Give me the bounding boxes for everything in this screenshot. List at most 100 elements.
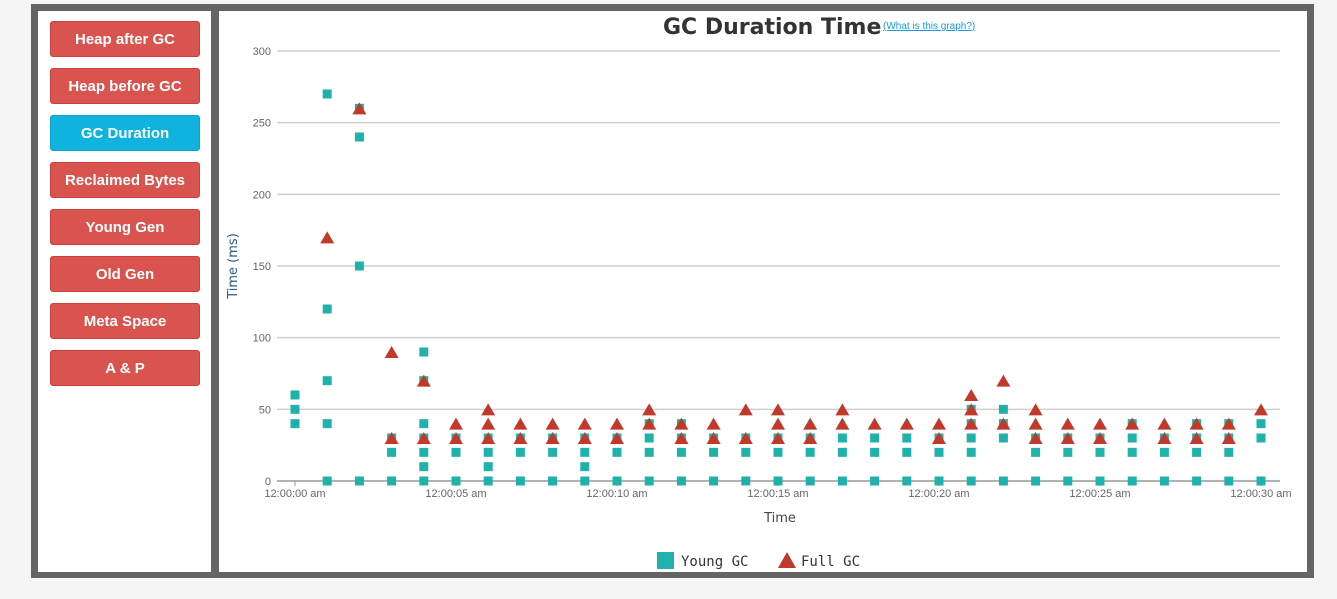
full-gc-point[interactable] <box>1093 417 1107 430</box>
young-gc-point[interactable] <box>709 447 719 457</box>
full-gc-point[interactable] <box>738 432 753 444</box>
young-gc-point[interactable] <box>934 447 944 457</box>
full-gc-point[interactable] <box>899 417 914 430</box>
full-gc-point[interactable] <box>1125 417 1140 430</box>
full-gc-point[interactable] <box>706 417 721 430</box>
full-gc-point[interactable] <box>1028 432 1043 444</box>
full-gc-point[interactable] <box>449 417 463 430</box>
full-gc-point[interactable] <box>1221 417 1236 430</box>
full-gc-point[interactable] <box>642 403 657 416</box>
young-gc-point[interactable] <box>1127 476 1137 486</box>
reclaimed-bytes-button[interactable]: Reclaimed Bytes <box>50 162 200 198</box>
young-gc-point[interactable] <box>1063 476 1073 486</box>
young-gc-point[interactable] <box>998 433 1008 443</box>
young-gc-point[interactable] <box>1159 476 1169 486</box>
young-gc-point[interactable] <box>773 476 783 486</box>
young-gc-point[interactable] <box>419 347 429 357</box>
young-gc-point[interactable] <box>773 447 783 457</box>
legend-young-gc-label[interactable]: Young GC <box>681 554 748 570</box>
heap-after-gc-button[interactable]: Heap after GC <box>50 21 200 57</box>
young-gc-point[interactable] <box>451 447 461 457</box>
young-gc-point[interactable] <box>837 476 847 486</box>
young-gc-point[interactable] <box>1224 447 1234 457</box>
young-gc-point[interactable] <box>580 462 590 472</box>
young-gc-point[interactable] <box>612 476 622 486</box>
young-gc-point[interactable] <box>1095 447 1105 457</box>
full-gc-point[interactable] <box>352 102 367 115</box>
young-gc-point[interactable] <box>322 376 332 386</box>
young-gc-point[interactable] <box>1031 447 1041 457</box>
young-gc-point[interactable] <box>741 476 751 486</box>
full-gc-point[interactable] <box>481 417 496 430</box>
young-gc-point[interactable] <box>1192 447 1202 457</box>
young-gc-point[interactable] <box>1256 476 1266 486</box>
young-gc-point[interactable] <box>322 476 332 486</box>
legend-young-gc-swatch[interactable] <box>657 552 674 569</box>
full-gc-point[interactable] <box>449 432 463 444</box>
full-gc-point[interactable] <box>416 432 431 444</box>
young-gc-point[interactable] <box>676 476 686 486</box>
young-gen-button[interactable]: Young Gen <box>50 209 200 245</box>
full-gc-point[interactable] <box>1221 432 1236 444</box>
young-gc-point[interactable] <box>676 447 686 457</box>
young-gc-point[interactable] <box>1159 447 1169 457</box>
legend-full-gc-label[interactable]: Full GC <box>801 554 860 570</box>
full-gc-point[interactable] <box>481 432 496 444</box>
young-gc-point[interactable] <box>612 447 622 457</box>
full-gc-point[interactable] <box>1157 432 1172 444</box>
young-gc-point[interactable] <box>322 419 332 429</box>
young-gc-point[interactable] <box>902 433 912 443</box>
young-gc-point[interactable] <box>644 433 654 443</box>
young-gc-point[interactable] <box>290 419 300 429</box>
full-gc-point[interactable] <box>545 417 560 430</box>
young-gc-point[interactable] <box>387 447 397 457</box>
young-gc-point[interactable] <box>1192 476 1202 486</box>
full-gc-point[interactable] <box>964 403 979 416</box>
full-gc-point[interactable] <box>867 417 882 430</box>
young-gc-point[interactable] <box>322 304 332 314</box>
young-gc-point[interactable] <box>1256 419 1266 429</box>
young-gc-point[interactable] <box>354 476 364 486</box>
a-and-p-button[interactable]: A & P <box>50 350 200 386</box>
full-gc-point[interactable] <box>964 389 979 401</box>
full-gc-point[interactable] <box>1060 432 1075 444</box>
full-gc-point[interactable] <box>577 432 592 444</box>
heap-before-gc-button[interactable]: Heap before GC <box>50 68 200 104</box>
young-gc-point[interactable] <box>548 476 558 486</box>
full-gc-point[interactable] <box>577 417 592 430</box>
young-gc-point[interactable] <box>902 476 912 486</box>
full-gc-point[interactable] <box>1093 432 1107 444</box>
full-gc-point[interactable] <box>545 432 560 444</box>
young-gc-point[interactable] <box>419 447 429 457</box>
full-gc-point[interactable] <box>642 417 657 430</box>
young-gc-point[interactable] <box>515 476 525 486</box>
young-gc-point[interactable] <box>354 132 364 142</box>
full-gc-point[interactable] <box>932 417 946 430</box>
young-gc-point[interactable] <box>837 447 847 457</box>
young-gc-point[interactable] <box>290 390 300 400</box>
full-gc-point[interactable] <box>610 417 624 430</box>
gc-duration-button[interactable]: GC Duration <box>50 115 200 151</box>
young-gc-point[interactable] <box>548 447 558 457</box>
full-gc-point[interactable] <box>771 432 785 444</box>
young-gc-point[interactable] <box>870 447 880 457</box>
young-gc-point[interactable] <box>1031 476 1041 486</box>
full-gc-point[interactable] <box>1060 417 1075 430</box>
full-gc-point[interactable] <box>1157 417 1172 430</box>
old-gen-button[interactable]: Old Gen <box>50 256 200 292</box>
young-gc-point[interactable] <box>290 404 300 414</box>
young-gc-point[interactable] <box>1256 433 1266 443</box>
young-gc-point[interactable] <box>515 447 525 457</box>
full-gc-point[interactable] <box>384 346 399 358</box>
young-gc-point[interactable] <box>419 419 429 429</box>
young-gc-point[interactable] <box>1095 476 1105 486</box>
young-gc-point[interactable] <box>709 476 719 486</box>
full-gc-point[interactable] <box>1189 432 1204 444</box>
full-gc-point[interactable] <box>1028 403 1043 416</box>
meta-space-button[interactable]: Meta Space <box>50 303 200 339</box>
full-gc-point[interactable] <box>674 417 689 430</box>
full-gc-point[interactable] <box>932 432 946 444</box>
full-gc-point[interactable] <box>803 432 818 444</box>
full-gc-point[interactable] <box>674 432 689 444</box>
young-gc-point[interactable] <box>580 476 590 486</box>
